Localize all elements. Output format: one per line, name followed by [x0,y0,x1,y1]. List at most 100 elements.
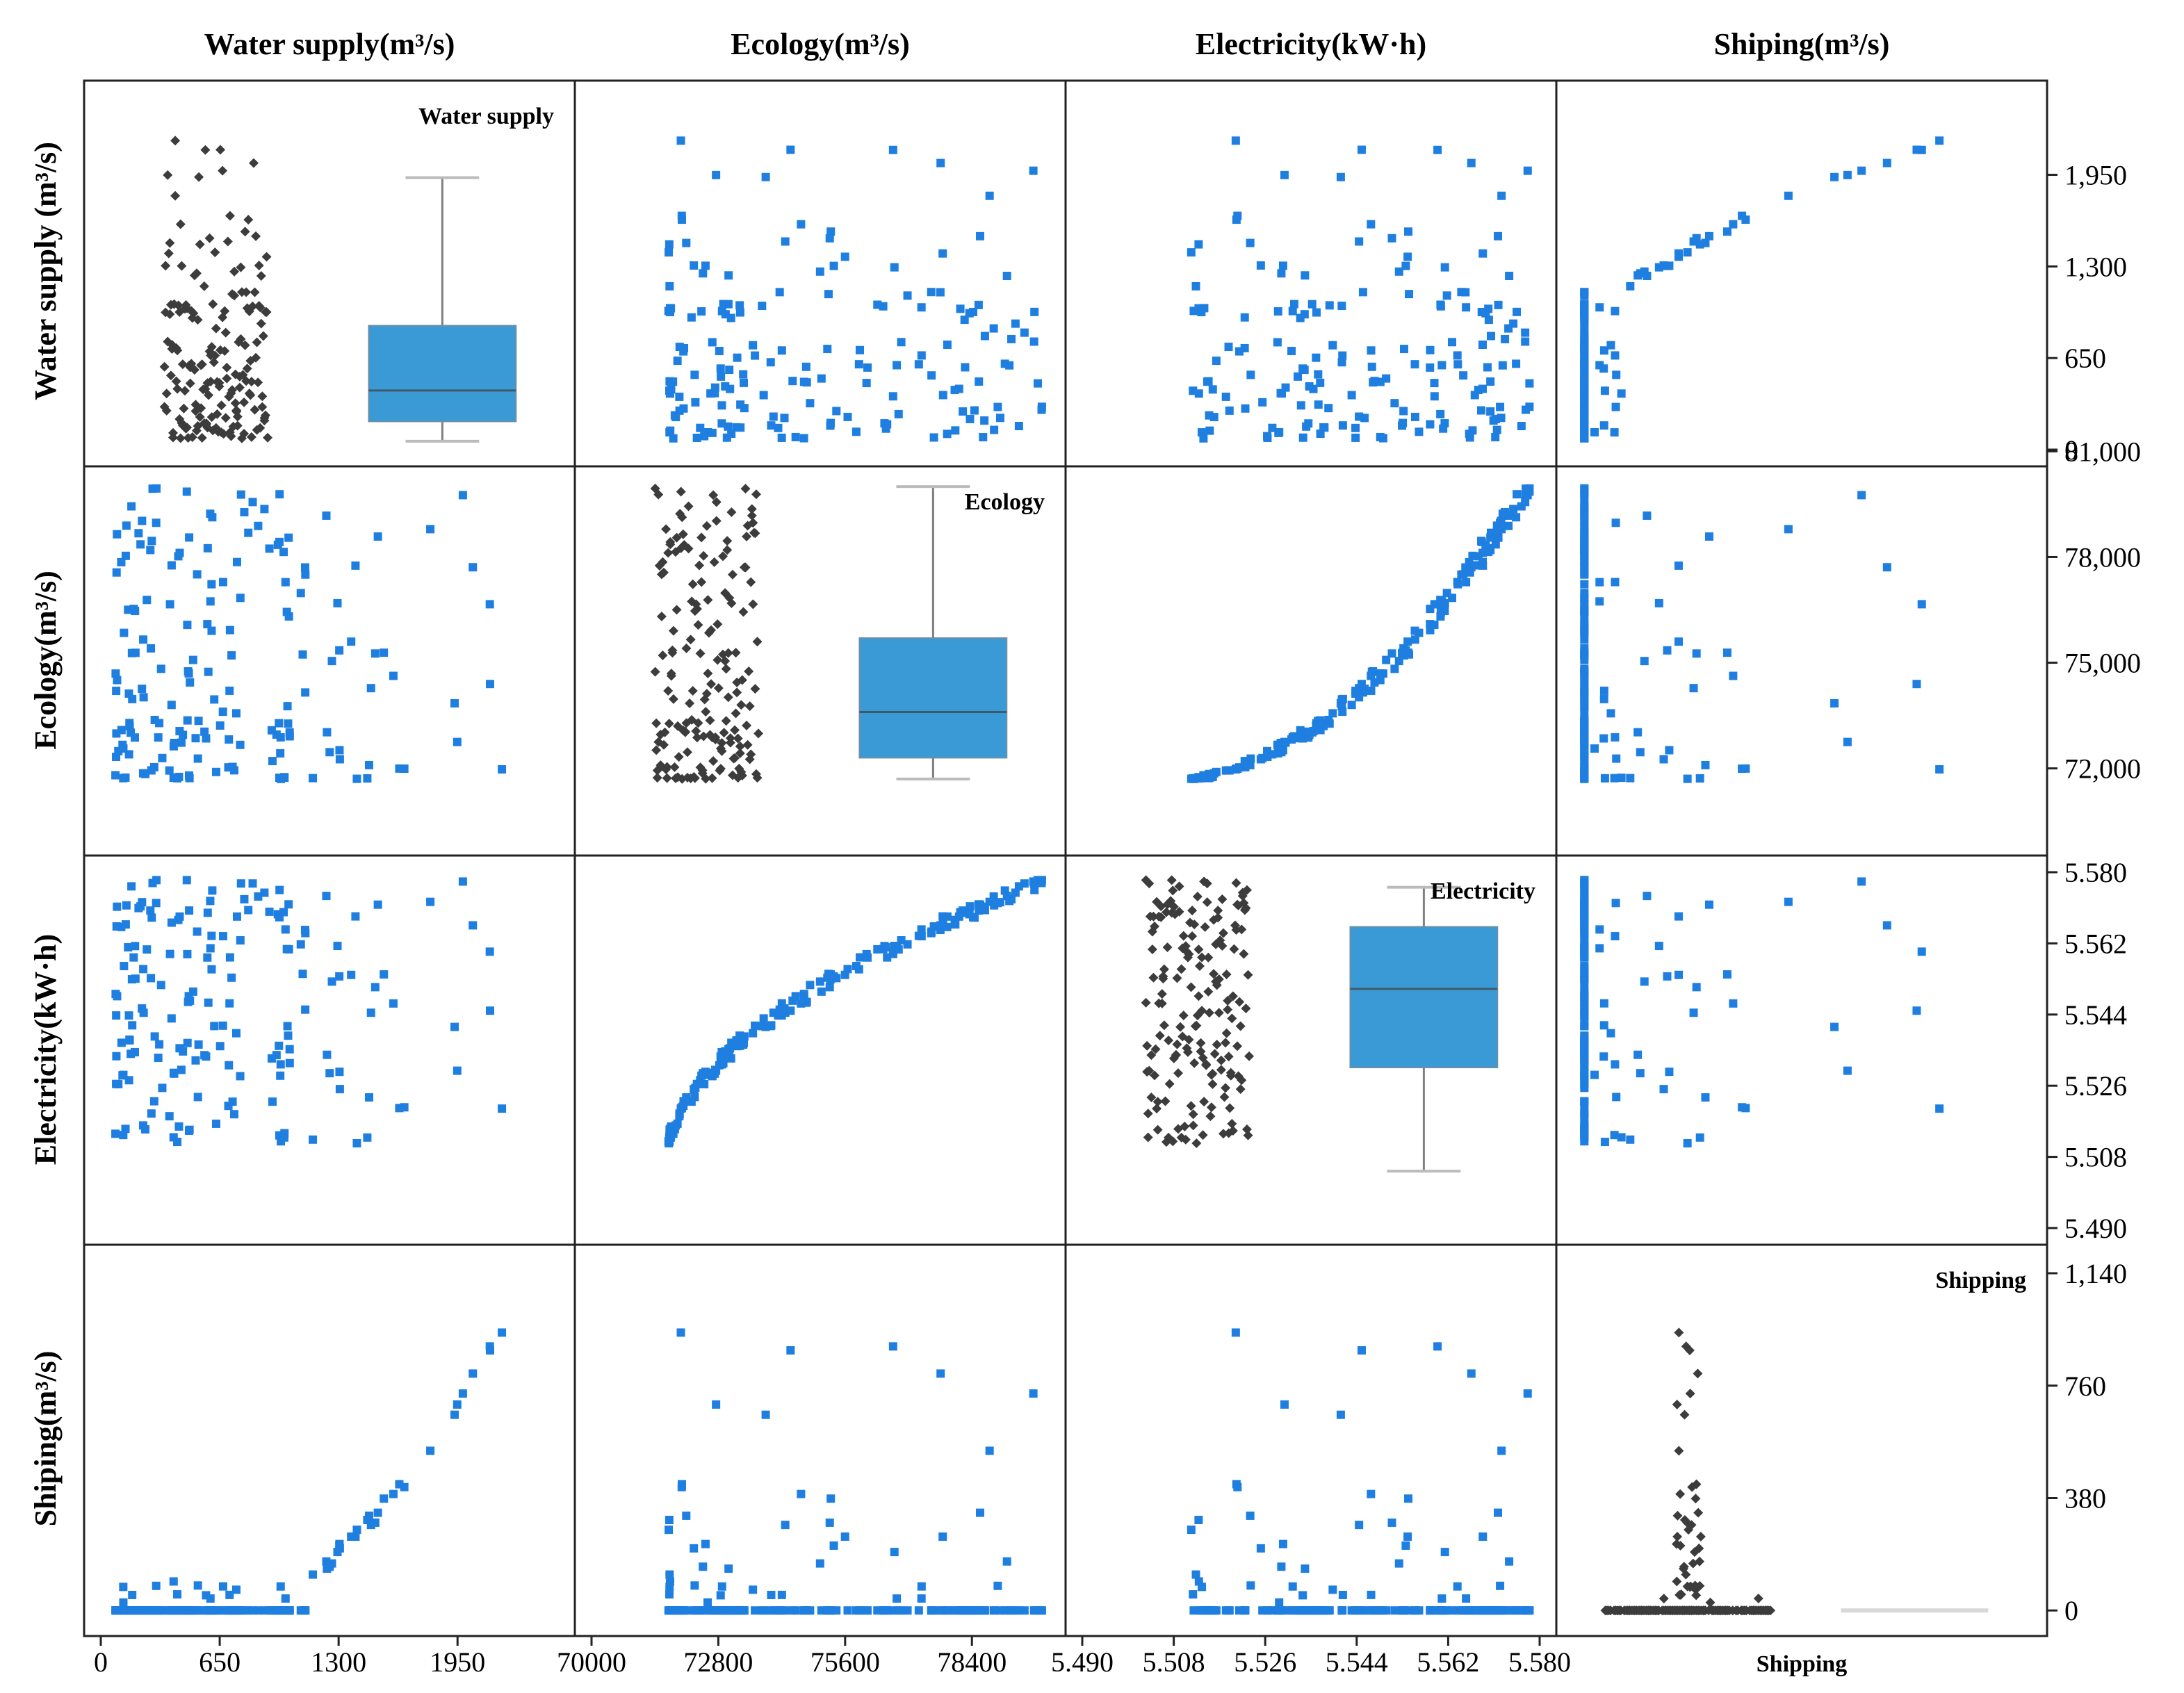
data-point [1011,888,1020,897]
data-point [1351,687,1360,696]
distribution-point [163,170,173,180]
data-point [218,708,227,717]
scatter-panel-elec-vs-water [111,876,507,1147]
data-point [950,915,959,924]
data-point [690,1544,699,1553]
data-point [1316,430,1325,439]
data-point [1289,732,1298,741]
distribution-point [707,733,717,743]
data-point [1600,1138,1609,1147]
data-point [817,987,826,996]
data-point [717,1582,726,1591]
data-point [1478,561,1488,570]
data-point [169,1133,178,1142]
data-point [1935,1104,1944,1113]
data-point [139,693,148,702]
data-point [1197,308,1206,317]
data-point [1580,922,1589,931]
data-point [232,912,241,921]
distribution-point [251,352,261,363]
distribution-point [1672,1532,1683,1542]
data-point [146,906,155,915]
distribution-point [748,518,758,528]
data-point [725,1051,734,1060]
data-point [156,664,165,673]
data-point [193,570,202,579]
data-point [1453,351,1462,360]
data-point [1580,379,1589,388]
data-point [1367,686,1376,695]
data-point [335,1085,344,1094]
distribution-point [732,687,742,698]
data-point [231,1029,241,1038]
distribution-point [200,145,211,155]
data-point [204,667,213,676]
data-point [1205,426,1214,435]
data-point [801,1606,810,1615]
data-point [207,1606,216,1615]
distribution-point [204,390,214,400]
distribution-point [694,560,705,571]
data-point [453,1400,462,1409]
data-point [1328,341,1337,350]
data-point [665,248,674,257]
data-point [183,949,192,958]
distribution-point [1154,911,1164,922]
distribution-point [187,432,197,443]
data-point [279,908,288,917]
data-point [207,931,216,940]
data-point [1674,249,1683,258]
data-point [1498,361,1507,370]
data-point [1376,676,1385,685]
data-point [777,1011,786,1020]
distribution-point [1215,935,1225,946]
data-point [759,391,768,400]
data-point [275,1041,284,1050]
data-point [1738,211,1747,220]
distribution-point [1241,1004,1251,1014]
distribution-point [1159,964,1169,974]
distribution-point [1162,907,1172,917]
data-point [284,944,293,954]
distribution-point [197,359,207,370]
data-point [244,906,253,915]
data-point [993,402,1002,411]
data-point [170,739,179,748]
data-point [990,425,999,434]
data-point [1912,145,1921,154]
data-point [147,644,156,653]
data-point [956,304,965,313]
distribution-point [252,425,262,435]
distribution-point [1188,1120,1198,1131]
data-point [665,377,674,386]
data-point [1729,999,1738,1008]
distribution-point [705,715,715,726]
distribution-point [747,504,757,514]
distribution-point [1171,1050,1181,1061]
data-point [485,680,494,689]
right-tick-label: 1,140 [2064,1258,2127,1289]
data-point [296,589,305,598]
data-point [1595,597,1604,606]
distribution-point [1198,1130,1208,1140]
data-point [894,409,903,418]
data-point [1580,353,1589,362]
data-point [240,894,249,903]
bottom-tick-label: 5.508 [1143,1646,1205,1678]
data-point [797,999,806,1008]
distribution-point [708,490,719,500]
data-point [453,737,462,746]
data-point [1857,166,1866,175]
data-point [1505,1557,1514,1566]
data-point [1442,291,1451,300]
data-point [254,521,263,530]
data-point [485,1346,494,1355]
data-point [1275,1598,1284,1607]
data-point [766,358,775,367]
data-point [767,421,776,430]
scatter-panel-eco-vs-ship [1580,484,1944,783]
data-point [185,774,194,783]
distribution-point [1202,897,1212,908]
data-point [183,716,192,725]
data-point [1474,386,1483,395]
